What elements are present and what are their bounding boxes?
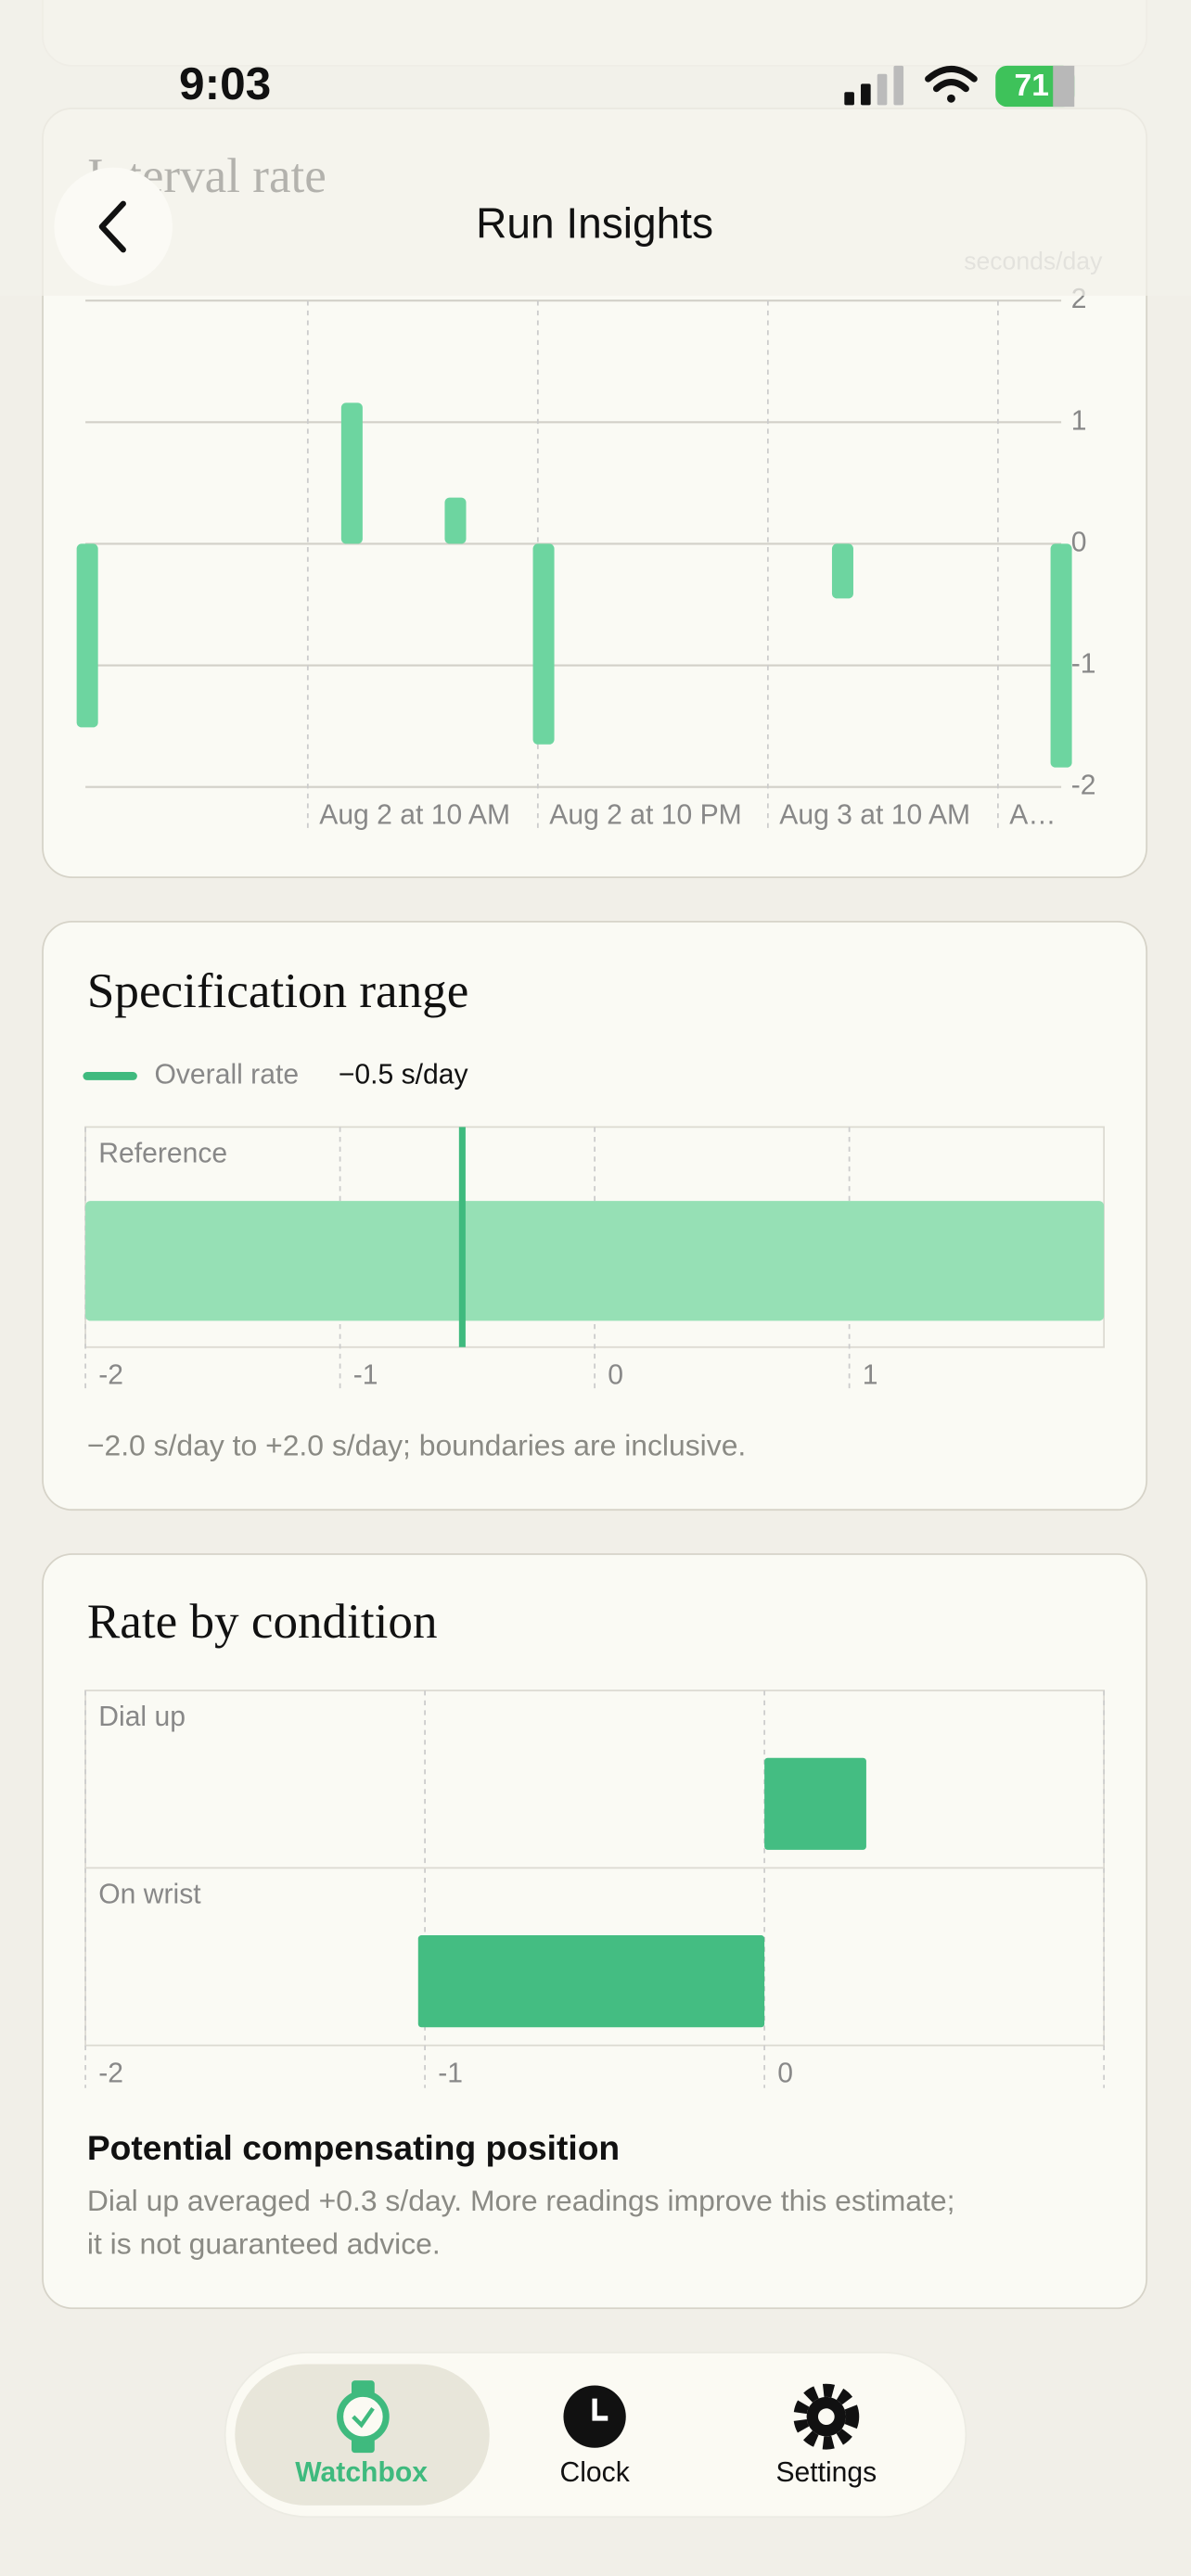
insight-title: Potential compensating position bbox=[87, 2128, 620, 2167]
x-tick-label: Aug 2 at 10 AM bbox=[319, 799, 510, 830]
y-tick-label: 1 bbox=[1071, 405, 1087, 436]
range-bar bbox=[85, 1201, 1105, 1321]
legend-value: −0.5 s/day bbox=[339, 1059, 468, 1090]
chart-title: Specification range bbox=[87, 964, 468, 1018]
battery-level: 71 bbox=[1015, 69, 1049, 103]
tab-label[interactable]: Settings bbox=[775, 2457, 877, 2488]
x-tick-label: A… bbox=[1009, 799, 1056, 830]
y-tick-label: -2 bbox=[1071, 771, 1096, 801]
nav-title: Run Insights bbox=[476, 199, 713, 248]
time: 9:03 bbox=[179, 57, 271, 109]
range-note: −2.0 s/day to +2.0 s/day; boundaries are… bbox=[87, 1428, 746, 1461]
spec-chart: Specification range Overall rate −0.5 s/da… bbox=[83, 964, 1106, 1461]
bar bbox=[417, 1935, 765, 2028]
x-tick-label: Aug 2 at 10 PM bbox=[549, 799, 742, 830]
x-tick-label: Aug 3 at 10 AM bbox=[779, 799, 970, 830]
category-label: Dial up bbox=[98, 1702, 186, 1732]
header-blur bbox=[0, 0, 1191, 296]
category-label: On wrist bbox=[98, 1879, 201, 1909]
y-tick-label: 0 bbox=[1071, 527, 1087, 557]
card bbox=[42, 1553, 1148, 2310]
gear-icon bbox=[793, 2383, 860, 2450]
x-tick-label: -1 bbox=[438, 2059, 463, 2089]
x-tick-label: 1 bbox=[863, 1360, 878, 1391]
bar bbox=[444, 497, 467, 544]
back-chevron bbox=[98, 200, 126, 253]
bar bbox=[764, 1757, 866, 1850]
x-tick-label: -2 bbox=[98, 2059, 123, 2089]
tab-label[interactable]: Watchbox bbox=[295, 2457, 428, 2488]
bar bbox=[340, 402, 363, 544]
watch-icon bbox=[337, 2380, 390, 2454]
bar bbox=[532, 543, 555, 745]
bar bbox=[831, 543, 853, 599]
x-tick-label: 0 bbox=[608, 1360, 623, 1391]
chart-title: Rate by condition bbox=[87, 1595, 438, 1649]
condition-chart: Rate by condition -2 -1 0 Dial up On wrist bbox=[84, 1595, 1106, 2089]
x-tick-label: -2 bbox=[98, 1360, 123, 1391]
bar bbox=[1050, 543, 1072, 768]
x-tick-label: -1 bbox=[353, 1360, 378, 1391]
signal-icon bbox=[844, 65, 904, 106]
category-label: Reference bbox=[98, 1138, 227, 1168]
tab-label[interactable]: Clock bbox=[559, 2457, 630, 2488]
wifi-icon bbox=[925, 65, 978, 103]
insight-text: Dial up averaged +0.3 s/day. More readin… bbox=[87, 2184, 955, 2217]
back-button[interactable] bbox=[54, 167, 173, 287]
battery-empty bbox=[1053, 65, 1075, 108]
insight-text: it is not guaranteed advice. bbox=[87, 2226, 441, 2260]
y-tick-label: -1 bbox=[1071, 648, 1096, 679]
bar bbox=[76, 543, 98, 728]
clock-icon bbox=[563, 2385, 626, 2448]
x-tick-label: 0 bbox=[777, 2059, 793, 2089]
legend-label: Overall rate bbox=[154, 1059, 299, 1090]
